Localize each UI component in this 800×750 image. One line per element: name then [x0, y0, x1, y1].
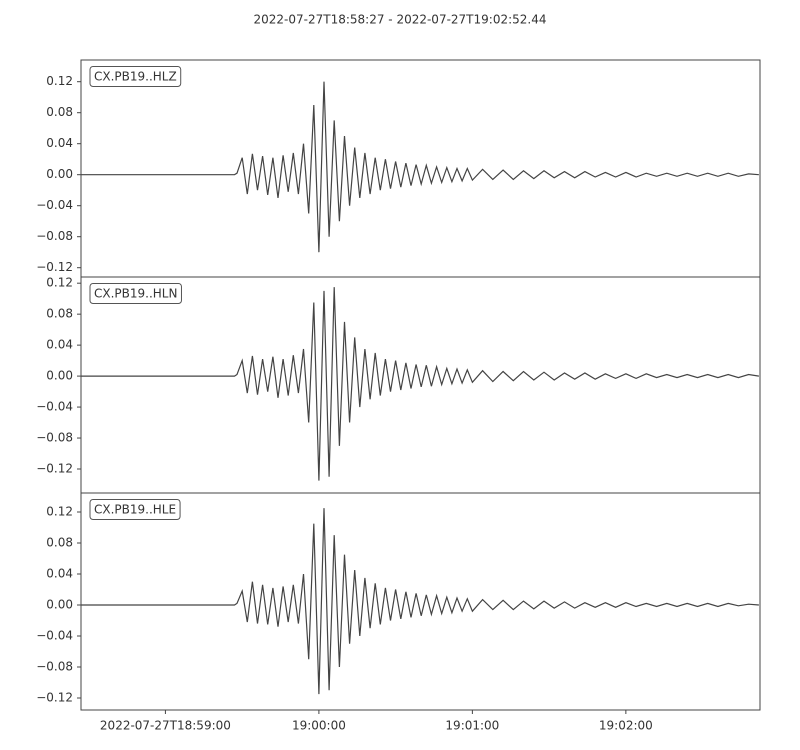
y-tick-label: 0.08 [46, 105, 73, 119]
trace-label-box [89, 499, 181, 520]
panel-frame [80, 59, 761, 278]
y-tick-label: −0.12 [36, 260, 73, 274]
y-tick-label: 0.04 [46, 136, 73, 150]
y-tick-label: 0.08 [46, 535, 73, 549]
x-tick-label: 2022-07-27T18:59:00 [100, 719, 231, 733]
y-tick-label: 0.12 [46, 504, 73, 518]
trace-label-box [89, 283, 182, 304]
trace-label: CX.PB19..HLZ [94, 70, 177, 84]
waveform [81, 287, 759, 481]
waveform [81, 508, 759, 695]
y-tick-label: 0.12 [46, 276, 73, 290]
y-tick-label: −0.12 [36, 462, 73, 476]
y-tick-label: −0.04 [36, 628, 73, 642]
y-tick-label: −0.12 [36, 690, 73, 704]
y-tick-label: −0.08 [36, 431, 73, 445]
y-tick-label: −0.04 [36, 400, 73, 414]
y-tick-label: −0.08 [36, 659, 73, 673]
y-tick-label: 0.00 [46, 167, 73, 181]
trace-label: CX.PB19..HLE [94, 503, 176, 517]
y-tick-label: 0.04 [46, 566, 73, 580]
waveform [81, 81, 759, 253]
x-tick-label: 19:00:00 [292, 719, 346, 733]
y-tick-label: 0.00 [46, 597, 73, 611]
y-tick-label: −0.04 [36, 198, 73, 212]
chart-title: 2022-07-27T18:58:27 - 2022-07-27T19:02:5… [254, 13, 547, 27]
y-tick-label: 0.12 [46, 74, 73, 88]
y-tick-label: 0.04 [46, 338, 73, 352]
panel-frame [80, 492, 761, 711]
y-tick-label: −0.08 [36, 229, 73, 243]
trace-label: CX.PB19..HLN [94, 287, 177, 301]
y-tick-label: 0.08 [46, 307, 73, 321]
y-tick-label: 0.00 [46, 369, 73, 383]
trace-label-box [89, 66, 182, 87]
x-tick-label: 19:02:00 [599, 719, 653, 733]
x-tick-label: 19:01:00 [445, 719, 499, 733]
